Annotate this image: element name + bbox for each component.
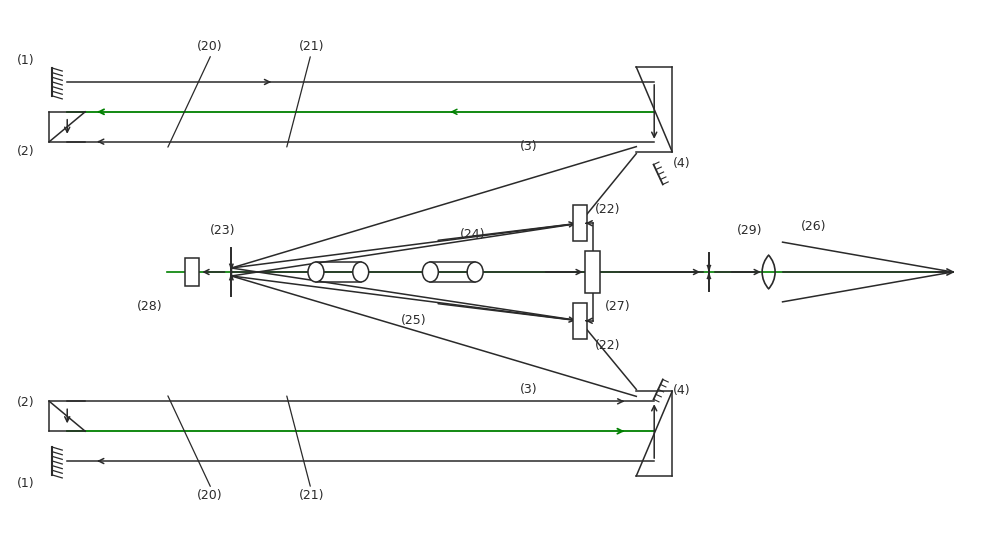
Text: (22): (22) xyxy=(595,339,620,352)
Text: (2): (2) xyxy=(17,144,34,157)
Text: (28): (28) xyxy=(137,300,162,313)
Text: (3): (3) xyxy=(520,383,538,396)
Text: (2): (2) xyxy=(17,396,34,409)
Text: (22): (22) xyxy=(595,203,620,216)
Text: (21): (21) xyxy=(299,489,325,502)
Ellipse shape xyxy=(308,262,324,282)
Text: (4): (4) xyxy=(673,156,691,169)
Bar xyxy=(573,303,587,339)
Bar xyxy=(573,205,587,241)
Text: (4): (4) xyxy=(673,384,691,397)
Text: (26): (26) xyxy=(800,220,826,233)
Text: (3): (3) xyxy=(520,140,538,153)
Ellipse shape xyxy=(353,262,369,282)
Text: (1): (1) xyxy=(17,477,34,490)
Text: (27): (27) xyxy=(604,300,630,313)
Ellipse shape xyxy=(422,262,438,282)
Bar xyxy=(585,251,600,293)
Bar xyxy=(185,258,199,286)
Text: (20): (20) xyxy=(197,40,222,53)
Text: (1): (1) xyxy=(17,54,34,67)
Text: (24): (24) xyxy=(460,228,486,241)
Text: (29): (29) xyxy=(737,224,762,237)
Text: (25): (25) xyxy=(401,314,426,327)
Text: (20): (20) xyxy=(197,489,222,502)
Ellipse shape xyxy=(467,262,483,282)
Text: (21): (21) xyxy=(299,40,325,53)
Text: (23): (23) xyxy=(209,224,235,237)
